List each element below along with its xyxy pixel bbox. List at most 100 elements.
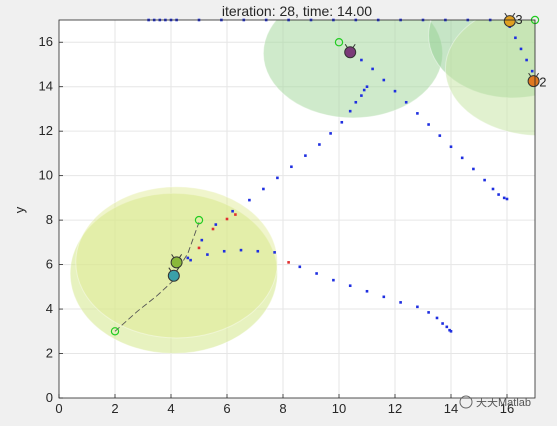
agent-marker	[503, 15, 516, 28]
agent-trail	[114, 279, 175, 332]
data-point	[298, 265, 302, 269]
agent-label: 2	[539, 74, 546, 89]
data-point	[262, 187, 265, 191]
x-tick-label: 6	[223, 401, 230, 416]
agent-marker-antenna	[168, 267, 172, 271]
data-point	[365, 85, 369, 89]
coverage-region	[444, 20, 535, 136]
data-point	[348, 284, 352, 288]
x-tick-label: 8	[279, 401, 286, 416]
x-tick-label: 0	[55, 401, 62, 416]
data-point	[197, 246, 201, 250]
data-point	[200, 238, 204, 242]
data-point	[435, 316, 439, 320]
data-point	[502, 196, 506, 200]
data-point	[329, 132, 332, 135]
agent-marker	[527, 75, 540, 88]
axes-frame	[58, 19, 536, 399]
data-point	[248, 198, 251, 202]
data-point	[360, 94, 363, 97]
watermark: 天天Matlab	[459, 395, 531, 409]
x-tick-label: 16	[500, 401, 514, 416]
data-point	[332, 278, 335, 282]
data-point	[231, 209, 234, 213]
agent-marker	[170, 256, 183, 269]
data-point	[360, 58, 363, 62]
data-point	[441, 322, 444, 325]
data-point	[256, 249, 260, 253]
data-point	[449, 145, 453, 149]
agent-marker-antenna	[171, 254, 175, 258]
data-point	[472, 167, 475, 171]
agent-marker-antenna	[536, 72, 540, 77]
agent-marker-antenna	[344, 43, 348, 48]
agent-marker-antenna	[176, 267, 180, 271]
data-point	[214, 223, 218, 226]
data-point	[340, 120, 344, 124]
y-axis-label: y	[12, 206, 27, 213]
data-point	[239, 248, 243, 252]
x-tick-label: 12	[388, 401, 402, 416]
data-point	[505, 197, 509, 201]
watermark-logo-icon	[459, 395, 473, 409]
y-tick-label: 14	[39, 79, 53, 94]
data-point	[287, 261, 290, 264]
y-tick-label: 16	[39, 34, 53, 49]
data-point	[519, 47, 523, 51]
agent-marker-antenna	[504, 12, 508, 17]
x-tick-label: 4	[167, 401, 174, 416]
y-tick-label: 4	[46, 301, 53, 316]
data-point	[460, 156, 464, 160]
data-point	[514, 36, 517, 40]
data-point	[393, 89, 397, 93]
data-point	[362, 88, 366, 92]
data-point	[416, 112, 419, 115]
data-point	[315, 272, 318, 275]
data-point	[318, 143, 321, 146]
y-tick-label: 12	[39, 123, 53, 138]
goal-marker	[110, 327, 120, 336]
data-point	[206, 253, 209, 256]
data-point	[211, 227, 215, 231]
y-tick-label: 2	[46, 346, 53, 361]
data-point	[354, 100, 358, 104]
watermark-text: 天天Matlab	[476, 397, 531, 409]
data-point	[416, 305, 419, 309]
axis-ticks: 0 2 4 6 8 10 12 14 16 0 2 4 6 8 10 12 14 16	[39, 34, 515, 416]
trajectory-trails	[114, 222, 200, 332]
agent-marker-antenna	[528, 72, 532, 77]
data-point	[304, 154, 307, 157]
data-point	[186, 256, 190, 260]
goal-marker	[194, 215, 204, 225]
data-point	[497, 193, 500, 196]
data-point	[445, 325, 449, 329]
data-point	[449, 329, 453, 333]
data-point	[404, 100, 408, 104]
data-point	[382, 295, 386, 299]
agent-marker	[167, 269, 180, 282]
data-point	[448, 328, 451, 332]
data-point	[276, 176, 279, 180]
y-tick-label: 8	[46, 212, 53, 227]
agent-marker-antenna	[512, 12, 516, 17]
data-point	[234, 213, 237, 216]
data-point	[427, 123, 430, 126]
data-point	[530, 69, 534, 73]
y-tick-label: 10	[39, 168, 53, 183]
agent-marker	[344, 46, 357, 59]
x-tick-label: 2	[111, 401, 118, 416]
data-point	[273, 251, 276, 254]
agent-markers: 32	[167, 12, 546, 282]
data-point	[290, 165, 293, 169]
data-point	[399, 301, 402, 304]
data-point	[371, 67, 374, 71]
goal-marker	[334, 38, 344, 47]
data-point	[491, 187, 495, 191]
data-point	[348, 109, 352, 113]
y-tick-label: 6	[46, 257, 53, 272]
data-point	[222, 249, 226, 253]
agent-marker-antenna	[352, 43, 356, 48]
agent-marker-antenna	[179, 254, 183, 258]
x-tick-label: 14	[444, 401, 458, 416]
agent-label: 3	[515, 12, 522, 27]
